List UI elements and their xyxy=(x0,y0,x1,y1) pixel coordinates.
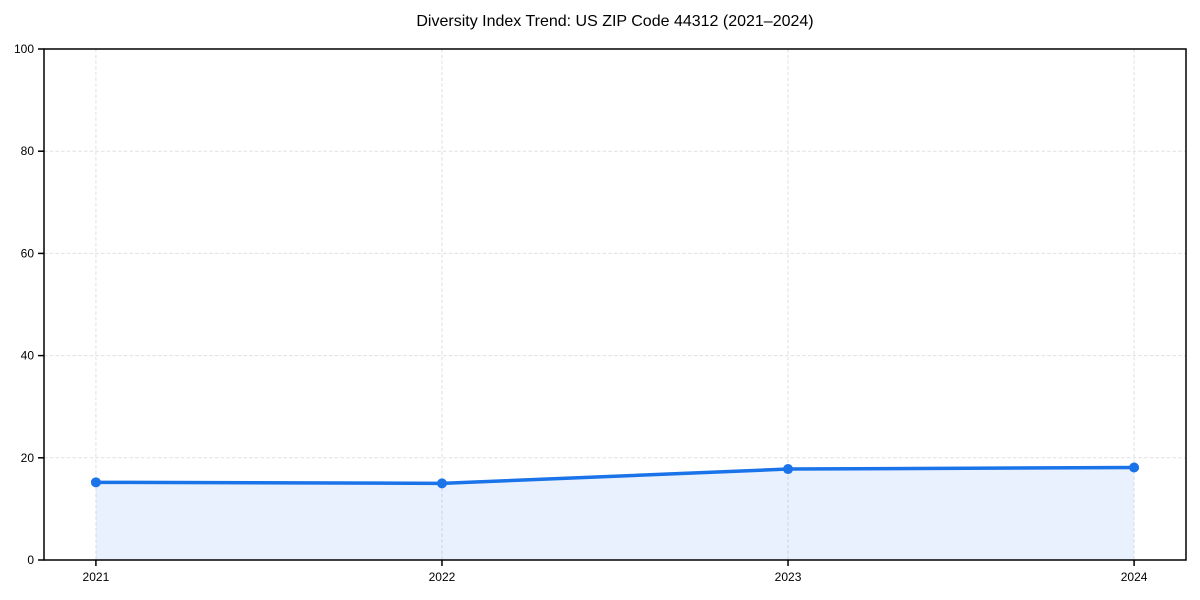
data-point-marker xyxy=(1129,462,1140,473)
trend-line xyxy=(94,465,1136,486)
data-point-marker xyxy=(436,478,447,489)
y-axis-tick-label: 0 xyxy=(27,553,34,567)
area-fill xyxy=(95,467,1135,560)
x-axis-tick-label: 2023 xyxy=(775,570,802,584)
x-axis-tick-label: 2022 xyxy=(429,570,456,584)
y-axis-tick-label: 100 xyxy=(14,42,34,56)
data-point-marker xyxy=(783,464,794,475)
chart-title: Diversity Index Trend: US ZIP Code 44312… xyxy=(416,13,814,30)
x-axis-tick-label: 2024 xyxy=(1121,570,1148,584)
y-axis-tick-label: 80 xyxy=(21,144,35,158)
x-axis-tick-label: 2021 xyxy=(83,570,110,584)
data-point-marker xyxy=(90,477,101,488)
y-axis-tick-label: 40 xyxy=(21,349,35,363)
axes-border xyxy=(43,48,1187,561)
y-axis-tick-label: 20 xyxy=(21,451,35,465)
y-axis-tick-label: 60 xyxy=(21,246,35,260)
